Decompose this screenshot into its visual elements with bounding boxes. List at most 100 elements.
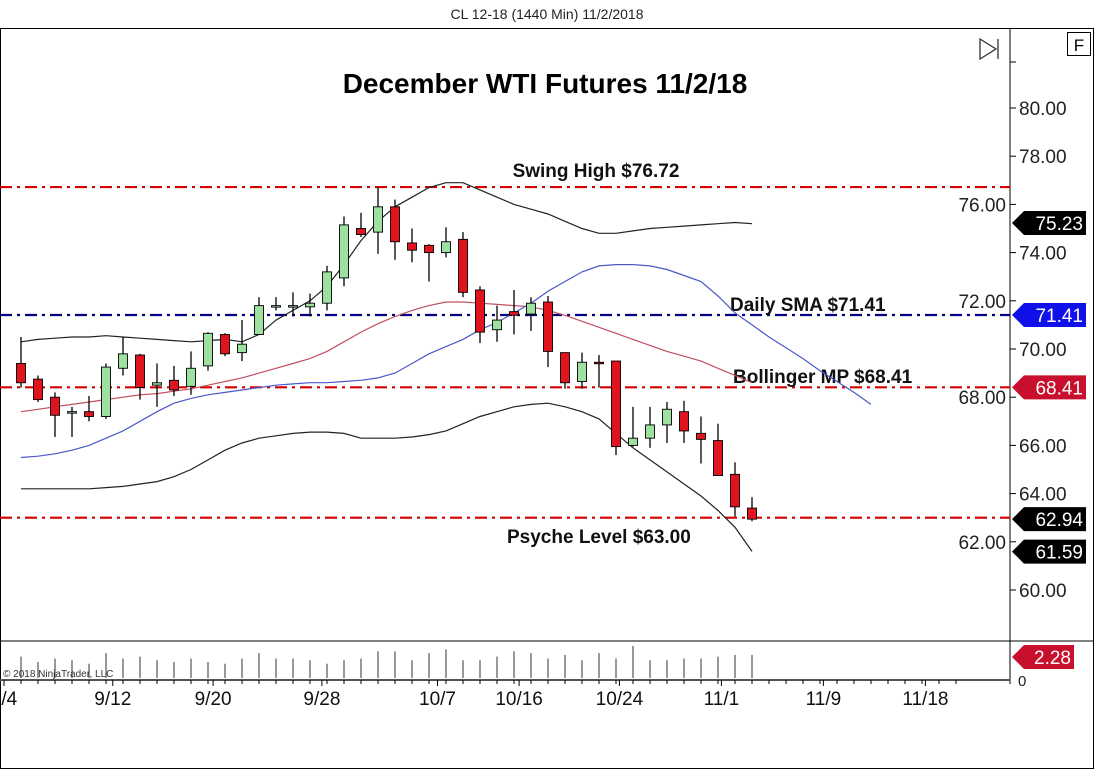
candle-body	[322, 271, 332, 304]
candle	[169, 365, 179, 396]
y-tick-label: 70.00	[1019, 340, 1067, 361]
candle	[543, 295, 553, 368]
candle	[662, 402, 672, 443]
price-marker	[1012, 507, 1086, 532]
y-tick-label: 66.00	[1019, 436, 1067, 457]
candle-body	[747, 507, 757, 520]
y-tick-label: 64.00	[1019, 485, 1067, 506]
candle-body	[237, 343, 247, 354]
candle-body	[458, 238, 468, 293]
candle-body	[696, 432, 706, 440]
candle	[271, 297, 281, 311]
candle-body	[373, 206, 383, 233]
candle	[577, 352, 587, 389]
skip-to-end-icon[interactable]	[979, 37, 999, 61]
y-tick-label: 62.00	[958, 533, 1006, 554]
hline-label: Daily SMA $71.41	[730, 295, 886, 316]
candle	[390, 199, 400, 260]
f-button[interactable]	[1067, 32, 1091, 56]
candle-body	[390, 206, 400, 243]
candle	[730, 462, 740, 517]
candle-body	[305, 302, 315, 308]
price-marker-label: 71.41	[1035, 306, 1083, 327]
candle-body	[424, 244, 434, 254]
x-tick-label: 9/20	[195, 689, 232, 710]
x-tick-label: 11/9	[806, 689, 842, 710]
candle-body	[101, 366, 111, 417]
candle	[645, 406, 655, 448]
candle	[594, 355, 604, 388]
y-tick-label: 72.00	[958, 292, 1006, 313]
candle	[696, 416, 706, 464]
y-tick-label: 68.00	[958, 388, 1006, 409]
y-tick-label: 60.00	[1019, 581, 1067, 602]
candle	[560, 352, 570, 389]
candle	[203, 332, 213, 371]
price-marker	[1012, 539, 1086, 564]
candle	[254, 297, 264, 335]
candle	[747, 497, 757, 522]
candle	[288, 292, 298, 317]
f-button-label: F	[1074, 36, 1084, 55]
price-marker-label: 68.41	[1035, 378, 1083, 399]
candle-body	[662, 408, 672, 426]
candle-body	[16, 363, 26, 384]
series-line-displaced-sma	[20, 264, 872, 459]
price-marker-label: 62.94	[1035, 510, 1083, 531]
price-marker	[1012, 375, 1086, 400]
x-tick-label: 10/16	[495, 689, 543, 710]
candle	[135, 353, 145, 400]
candle-body	[33, 378, 43, 401]
x-tick-label: 11/1	[704, 689, 740, 710]
candle-body	[67, 411, 77, 414]
candle	[509, 289, 519, 335]
candle	[424, 244, 434, 282]
volume-marker-label: 2.28	[1034, 648, 1071, 669]
candle-body	[611, 360, 621, 448]
candle	[679, 400, 689, 443]
volume-marker	[1012, 645, 1074, 669]
candle-body	[577, 361, 587, 382]
candle-body	[169, 379, 179, 391]
volume-axis-label: 0	[1018, 673, 1026, 690]
hline-label: Swing High $76.72	[513, 161, 680, 182]
candle-body	[441, 241, 451, 254]
copyright-label: © 2018 NinjaTrader, LLC	[3, 669, 113, 680]
candle-body	[628, 437, 638, 446]
candle-body	[254, 305, 264, 335]
series-line-upper-bollinger	[20, 182, 753, 343]
candle-body	[118, 353, 128, 369]
candle	[628, 406, 638, 447]
y-tick-label: 74.00	[1019, 244, 1067, 265]
candle-body	[730, 473, 740, 508]
candle-body	[526, 302, 536, 315]
candle	[220, 333, 230, 357]
candle	[84, 395, 94, 422]
candle-body	[186, 367, 196, 387]
candle	[356, 212, 366, 237]
candle-body	[509, 311, 519, 316]
price-marker	[1012, 210, 1086, 235]
candle-body	[492, 319, 502, 331]
candle-body	[152, 382, 162, 386]
candle	[152, 363, 162, 407]
candle-body	[84, 411, 94, 417]
candle	[305, 293, 315, 317]
x-tick-label: 10/7	[419, 689, 456, 710]
candle-body	[288, 305, 298, 308]
candle	[16, 336, 26, 388]
candle	[611, 360, 621, 456]
candle	[475, 286, 485, 343]
window-title: CL 12-18 (1440 Min) 11/2/2018	[450, 6, 644, 22]
candle	[458, 232, 468, 298]
chart-frame	[0, 28, 1094, 769]
candle	[339, 216, 349, 287]
price-marker-label: 75.23	[1035, 214, 1083, 235]
candle	[118, 336, 128, 376]
candle-body	[135, 354, 145, 389]
candle-body	[679, 411, 689, 432]
candle	[186, 351, 196, 395]
x-tick-label: 11/18	[902, 689, 948, 710]
candle-body	[407, 242, 417, 251]
